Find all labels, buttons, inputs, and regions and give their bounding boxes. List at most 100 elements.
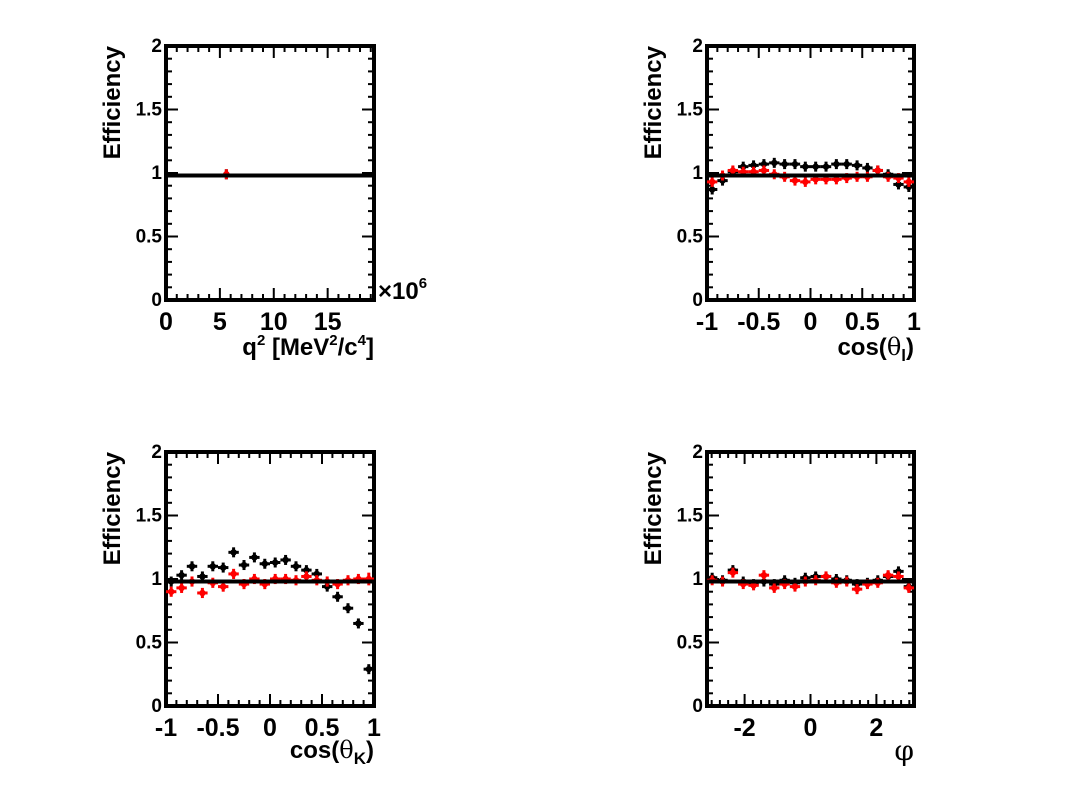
- marker: [822, 176, 830, 183]
- marker: [822, 163, 830, 170]
- data-point-black: [810, 161, 821, 172]
- data-point-black: [800, 161, 811, 172]
- marker: [740, 168, 747, 175]
- y-tick-label: 2: [692, 442, 703, 463]
- y-tick-label: 0.5: [136, 227, 163, 248]
- data-point-black: [769, 157, 780, 168]
- data-point-black: [363, 664, 374, 675]
- marker: [209, 563, 216, 570]
- marker: [708, 186, 716, 193]
- marker: [355, 620, 362, 627]
- marker: [905, 178, 913, 186]
- x-title-sub: K: [354, 749, 367, 768]
- marker: [240, 561, 248, 569]
- marker: [802, 163, 809, 170]
- data-point-red: [851, 584, 863, 595]
- marker: [905, 183, 913, 191]
- x-title-part: ]: [366, 334, 374, 361]
- data-point-black: [862, 162, 873, 173]
- x-title-part: ): [366, 737, 374, 764]
- series-black: [166, 547, 374, 675]
- x-tick-label: -0.5: [737, 308, 780, 336]
- data-point-black: [249, 552, 260, 563]
- data-point-black: [820, 161, 832, 172]
- marker: [760, 160, 768, 168]
- y-tick-label: 1: [151, 163, 162, 184]
- x-title-part: q: [242, 334, 257, 361]
- y-tick-label: 0: [692, 696, 703, 717]
- x-axis-title: φ: [894, 734, 914, 767]
- marker: [282, 556, 289, 564]
- marker: [292, 563, 300, 570]
- marker: [168, 588, 175, 595]
- data-point-black: [841, 159, 852, 170]
- data-point-black: [228, 547, 239, 558]
- y-axis-title: Efficiency: [99, 45, 126, 159]
- multiplier-base: ×10: [378, 278, 419, 305]
- y-axis-title: Efficiency: [99, 451, 126, 565]
- x-tick-label: -1: [155, 714, 177, 742]
- x-title-part: ): [906, 334, 914, 361]
- marker: [230, 549, 237, 556]
- data-point-black: [851, 160, 863, 171]
- y-tick-label: 0.5: [136, 633, 163, 654]
- x-tick-label: -1: [696, 308, 718, 336]
- marker: [740, 163, 747, 170]
- x-tick-label: 15: [314, 308, 342, 336]
- marker: [230, 570, 237, 578]
- marker: [199, 589, 206, 597]
- marker: [719, 177, 726, 184]
- data-point-black: [789, 159, 801, 170]
- data-point-black: [353, 618, 364, 629]
- x-tick-label: -2: [733, 714, 755, 742]
- x-axis-title: q2 [MeV2/c4]: [242, 332, 374, 361]
- data-point-black: [280, 554, 291, 565]
- marker: [895, 181, 902, 188]
- marker: [833, 176, 840, 183]
- x-tick-label: 0: [804, 308, 818, 336]
- marker: [220, 583, 227, 590]
- x-axis-title: cos(θK): [290, 736, 374, 768]
- x-tick-label: 2: [869, 714, 883, 742]
- data-point-black: [259, 558, 270, 569]
- marker: [760, 571, 768, 579]
- marker: [178, 584, 185, 592]
- data-point-red: [166, 586, 177, 597]
- data-point-black: [218, 562, 229, 573]
- marker: [895, 568, 902, 575]
- y-tick-label: 2: [151, 36, 162, 57]
- marker: [812, 176, 819, 183]
- marker: [884, 571, 892, 579]
- x-title-part: cos(: [837, 334, 886, 361]
- marker: [802, 178, 809, 186]
- marker: [791, 177, 799, 184]
- x-title-sub: l: [901, 346, 906, 365]
- data-point-black: [290, 561, 302, 572]
- x-title-part: cos(: [290, 737, 339, 764]
- y-tick-label: 1: [692, 569, 703, 590]
- marker: [303, 573, 310, 580]
- marker: [853, 162, 861, 169]
- x-title-symbol: φ: [894, 734, 914, 767]
- marker: [178, 571, 185, 579]
- marker: [874, 167, 881, 174]
- y-tick-label: 1.5: [136, 100, 163, 121]
- data-point-red: [903, 582, 915, 593]
- marker: [750, 168, 757, 175]
- x-title-part: [MeV: [265, 334, 329, 361]
- x-tick-label: 0.5: [845, 308, 880, 336]
- y-tick-label: 1: [692, 163, 703, 184]
- x-title-sup: 4: [358, 332, 367, 349]
- x-tick-label: 0.5: [305, 714, 340, 742]
- marker: [771, 584, 778, 592]
- data-point-red: [769, 582, 780, 593]
- y-tick-label: 0: [692, 290, 703, 311]
- marker: [791, 160, 799, 168]
- y-tick-label: 0.5: [677, 227, 704, 248]
- marker: [199, 573, 206, 580]
- data-point-black: [779, 159, 790, 170]
- marker: [261, 560, 268, 567]
- y-axis-title: Efficiency: [640, 45, 667, 159]
- plot-frame: [164, 44, 376, 302]
